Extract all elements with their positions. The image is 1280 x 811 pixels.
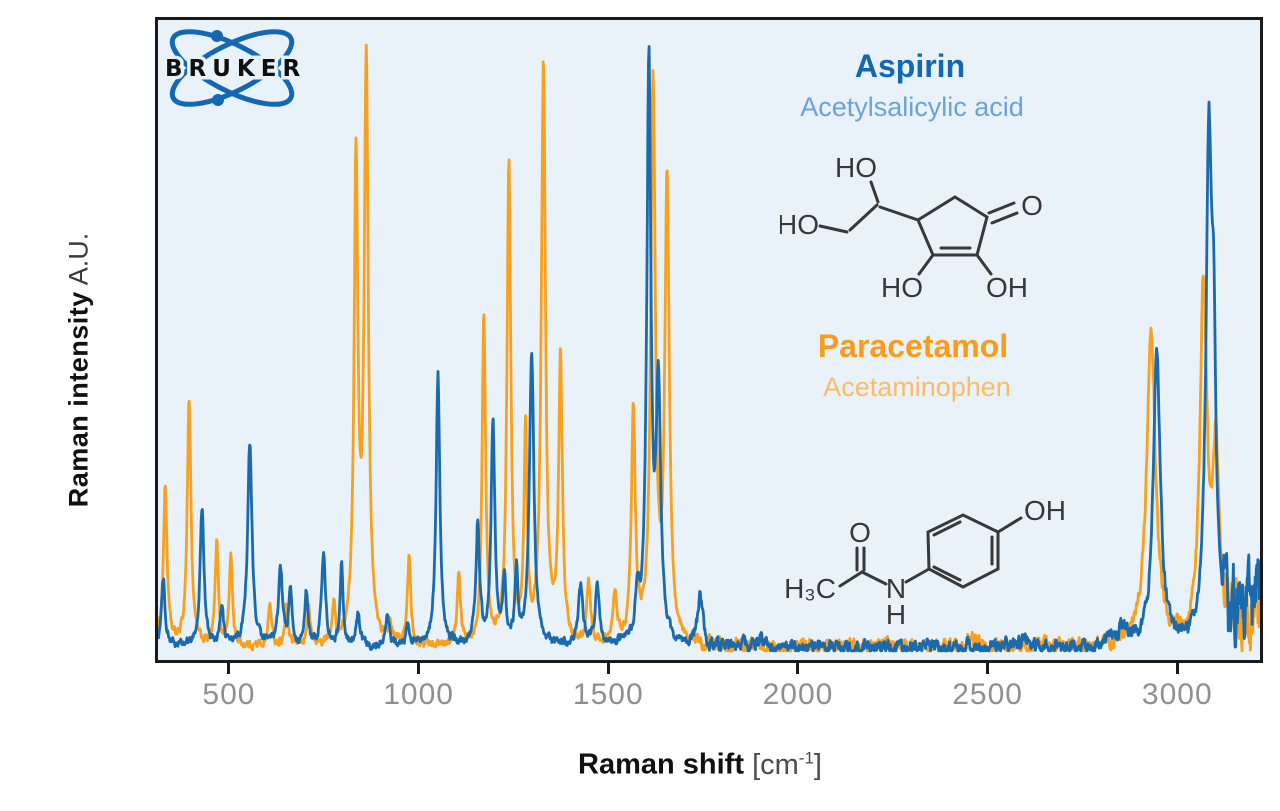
x-tick-label: 2000 (762, 678, 834, 711)
atom-label-h: H (886, 599, 906, 630)
x-axis-title: Raman shift [cm-1] (578, 748, 822, 782)
y-axis-title-bold: Raman intensity (63, 291, 94, 508)
x-tick-label: 1000 (383, 678, 454, 711)
x-tick-label: 3000 (1141, 678, 1213, 711)
atom-label-h3c: H₃C (784, 573, 836, 604)
bruker-logo: BRUKER (162, 29, 306, 107)
x-tick-mark (227, 663, 231, 674)
y-axis-title: Raman intensity A.U. (64, 233, 95, 508)
x-tick-label: 500 (202, 678, 256, 711)
spectrum-line-aspirin (158, 45, 1260, 653)
x-axis-title-bold: Raman shift (578, 748, 745, 781)
legend-paracetamol-subtitle: Acetaminophen (823, 372, 1011, 402)
atom-label-ho-bottom-left: HO (881, 272, 923, 303)
legend-paracetamol-title: Paracetamol (817, 328, 1009, 364)
x-tick-mark (606, 663, 610, 674)
bruker-logo-text: BRUKER (165, 56, 306, 82)
atom-label-oh: OH (1024, 495, 1066, 526)
atom-label-o-carbonyl: O (849, 517, 871, 548)
atom-label-oh-bottom-right: OH (986, 272, 1028, 303)
x-axis-units-close: ] (813, 748, 822, 781)
paracetamol-structure-icon: H₃C O N H OH (784, 495, 1066, 630)
spectra-chart (158, 43, 1260, 653)
x-tick-label: 2500 (952, 678, 1023, 711)
atom-label-n: N (886, 573, 906, 604)
x-tick-mark (796, 663, 800, 674)
x-tick-label: 1500 (572, 678, 644, 711)
x-tick-mark (417, 663, 421, 674)
atom-label-o-ketone: O (1021, 190, 1043, 221)
legend-aspirin-title: Aspirin (854, 48, 966, 84)
x-axis-units-sup: -1 (798, 748, 814, 767)
x-tick-mark (986, 663, 990, 674)
atom-label-ho-left: HO (780, 209, 819, 240)
atom-label-ho-top: HO (835, 152, 877, 183)
x-tick-mark (1175, 663, 1179, 674)
plot-area (155, 17, 1263, 663)
y-axis-title-units: A.U. (63, 232, 94, 292)
aspirin-structure-icon: HO HO O HO OH (780, 152, 1043, 303)
x-axis-units-open: [cm (744, 748, 799, 781)
atom-orbits-icon (169, 29, 295, 107)
legend-aspirin-subtitle: Acetylsalicylic acid (800, 92, 1024, 122)
